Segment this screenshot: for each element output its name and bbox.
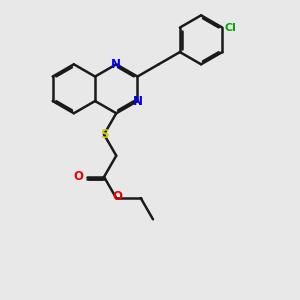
Text: O: O	[113, 190, 123, 203]
Text: O: O	[73, 170, 83, 183]
Text: Cl: Cl	[225, 22, 237, 33]
Text: N: N	[111, 58, 121, 71]
Text: N: N	[133, 94, 142, 107]
Text: S: S	[100, 128, 108, 141]
